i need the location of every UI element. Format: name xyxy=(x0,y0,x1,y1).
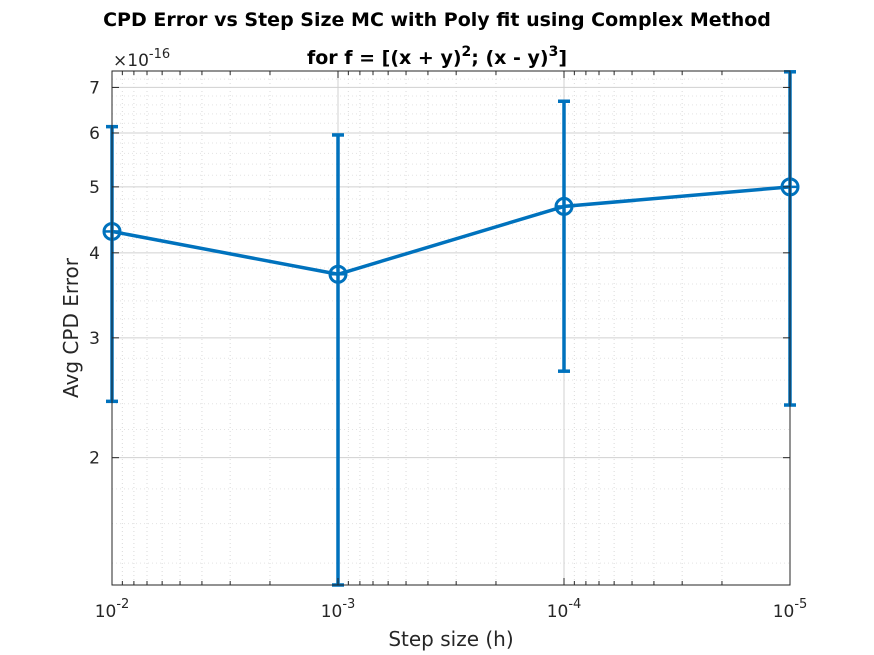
x-tick-label-base: 10 xyxy=(321,602,343,622)
y-exponent-base: 10 xyxy=(127,51,149,71)
x-tick-label: 10-5 xyxy=(773,597,808,622)
y-tick-label: 2 xyxy=(89,449,100,469)
x-tick-label-exponent: -2 xyxy=(116,597,129,612)
y-exponent-label: ×10-16 xyxy=(113,47,170,71)
x-tick-label: 10-4 xyxy=(547,597,582,622)
chart-title-line2-prefix: for f = [(x + y) xyxy=(307,47,462,69)
x-tick-label: 10-2 xyxy=(95,597,130,622)
chart-title-line2-suffix: ] xyxy=(558,47,567,69)
x-tick-label-exponent: -3 xyxy=(342,597,355,612)
series-line xyxy=(111,185,791,277)
axes-box xyxy=(111,70,791,586)
y-tick-label: 3 xyxy=(89,329,100,349)
chart-title-line1: CPD Error vs Step Size MC with Poly fit … xyxy=(103,9,771,31)
minor-grid xyxy=(112,70,790,585)
x-tick-label-base: 10 xyxy=(773,602,795,622)
y-axis-label: Avg CPD Error xyxy=(59,257,83,398)
y-tick-label: 7 xyxy=(89,78,100,98)
chart-title-line2-mid: ; (x - y) xyxy=(471,47,548,69)
y-exponent-prefix: × xyxy=(113,51,127,71)
x-axis-label: Step size (h) xyxy=(388,627,513,651)
x-tick-labels: 10-2 10-3 10-4 10-5 xyxy=(95,597,808,622)
x-tick-label-exponent: -4 xyxy=(568,597,581,612)
x-tick-label-base: 10 xyxy=(547,602,569,622)
x-tick-label-exponent: -5 xyxy=(794,597,807,612)
chart-title-line2: for f = [(x + y)2; (x - y)3] xyxy=(307,44,567,69)
y-tick-label: 4 xyxy=(89,244,100,264)
x-tick-label: 10-3 xyxy=(321,597,356,622)
y-tick-label: 6 xyxy=(89,124,100,144)
y-exponent-power: -16 xyxy=(149,47,170,62)
x-tick-label-base: 10 xyxy=(95,602,117,622)
chart-title-sup2: 3 xyxy=(549,44,559,60)
y-tick-label: 5 xyxy=(89,178,100,198)
y-tick-labels: 2 3 4 5 6 7 xyxy=(89,78,100,468)
chart-title-sup1: 2 xyxy=(462,44,472,60)
axis-ticks xyxy=(111,71,791,585)
plot-area xyxy=(112,71,790,585)
